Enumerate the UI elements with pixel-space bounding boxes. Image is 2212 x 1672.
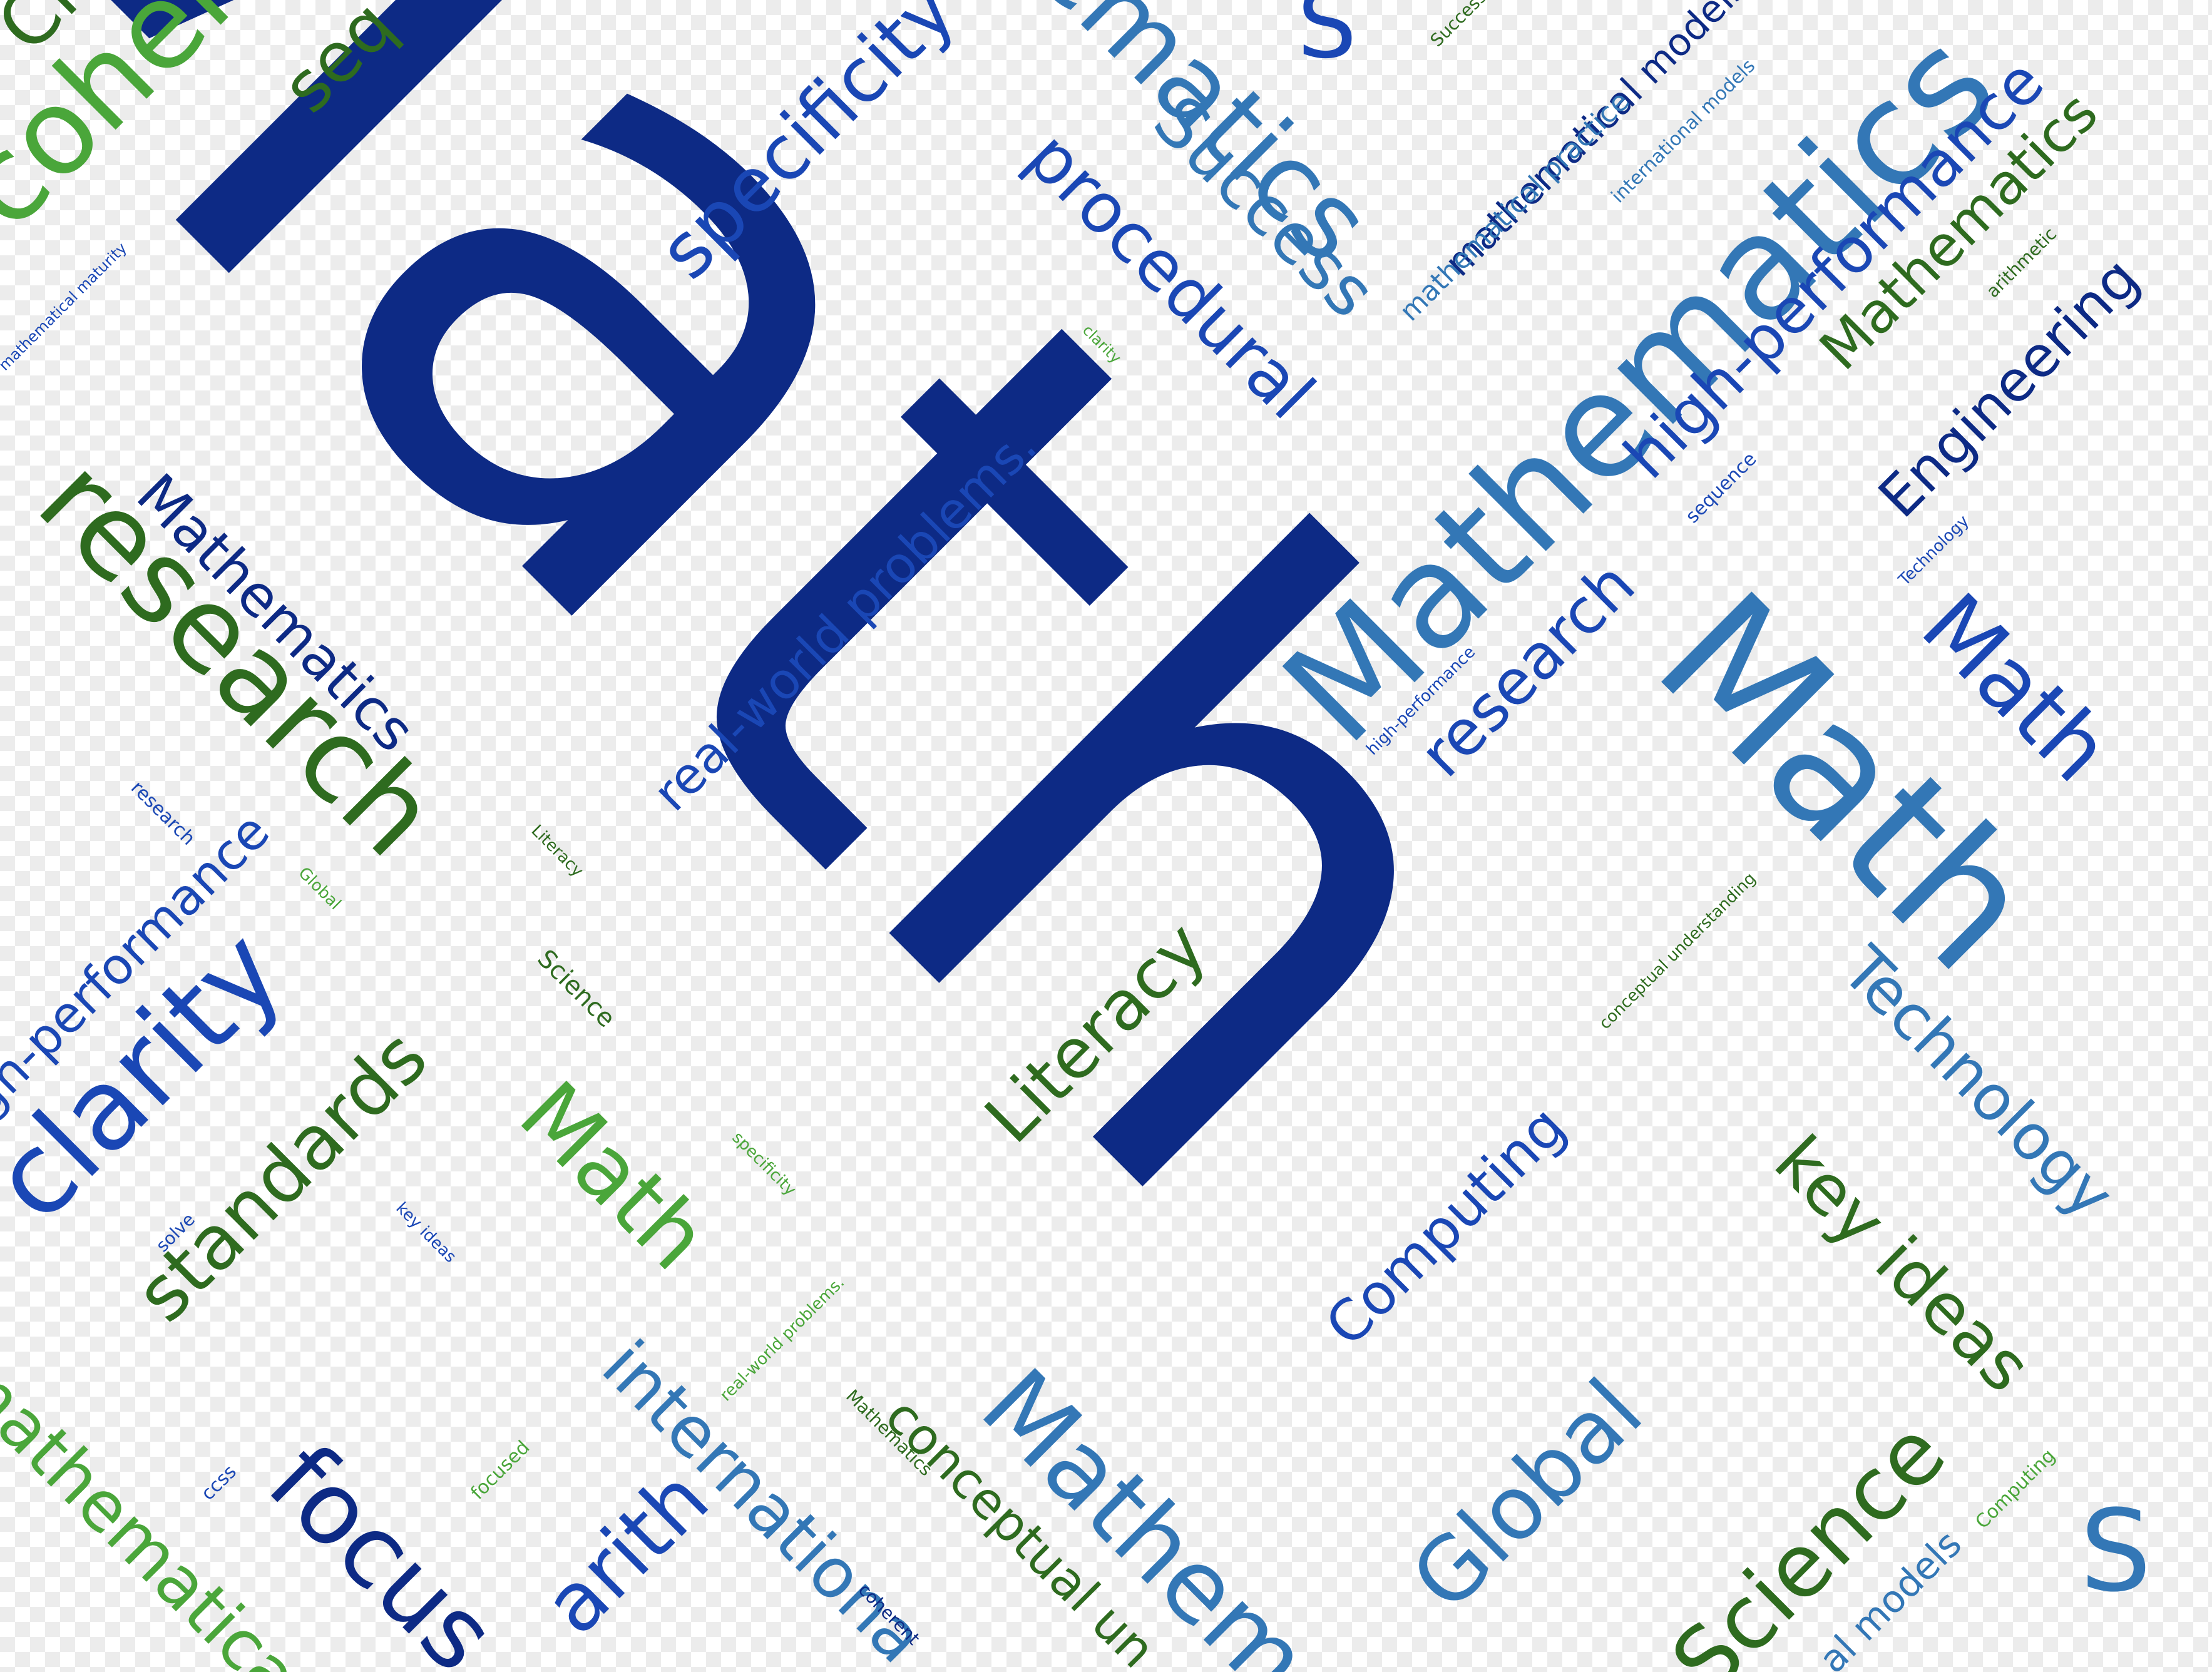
cloud-word: conceptual understanding bbox=[1595, 869, 1759, 1034]
cloud-word: Mathematics bbox=[1252, 1, 2027, 775]
cloud-word: Success bbox=[1425, 0, 1491, 51]
cloud-word: Science bbox=[531, 944, 621, 1034]
cloud-word: research bbox=[126, 777, 200, 850]
cloud-word: focused bbox=[466, 1436, 535, 1504]
cloud-word: Computing bbox=[1313, 1093, 1579, 1359]
cloud-word: sequence bbox=[1681, 448, 1761, 528]
cloud-word: specificity bbox=[728, 1128, 799, 1200]
cloud-word: Science bbox=[1652, 1402, 1965, 1672]
cloud-word: S bbox=[1297, 0, 1357, 79]
cloud-word: key ideas bbox=[1759, 1120, 2047, 1408]
cloud-word: Math bbox=[500, 1063, 727, 1290]
cloud-word: Global bbox=[1391, 1360, 1662, 1631]
cloud-word: real-world problems. bbox=[716, 1273, 849, 1405]
cloud-word: Computing bbox=[1970, 1445, 2060, 1534]
cloud-word: Global bbox=[294, 864, 344, 914]
cloud-word: ccss bbox=[197, 1460, 241, 1505]
cloud-word: mathematical practice bbox=[1393, 85, 1636, 328]
cloud-word: S bbox=[2080, 1486, 2152, 1617]
cloud-word: key ideas bbox=[391, 1198, 460, 1267]
